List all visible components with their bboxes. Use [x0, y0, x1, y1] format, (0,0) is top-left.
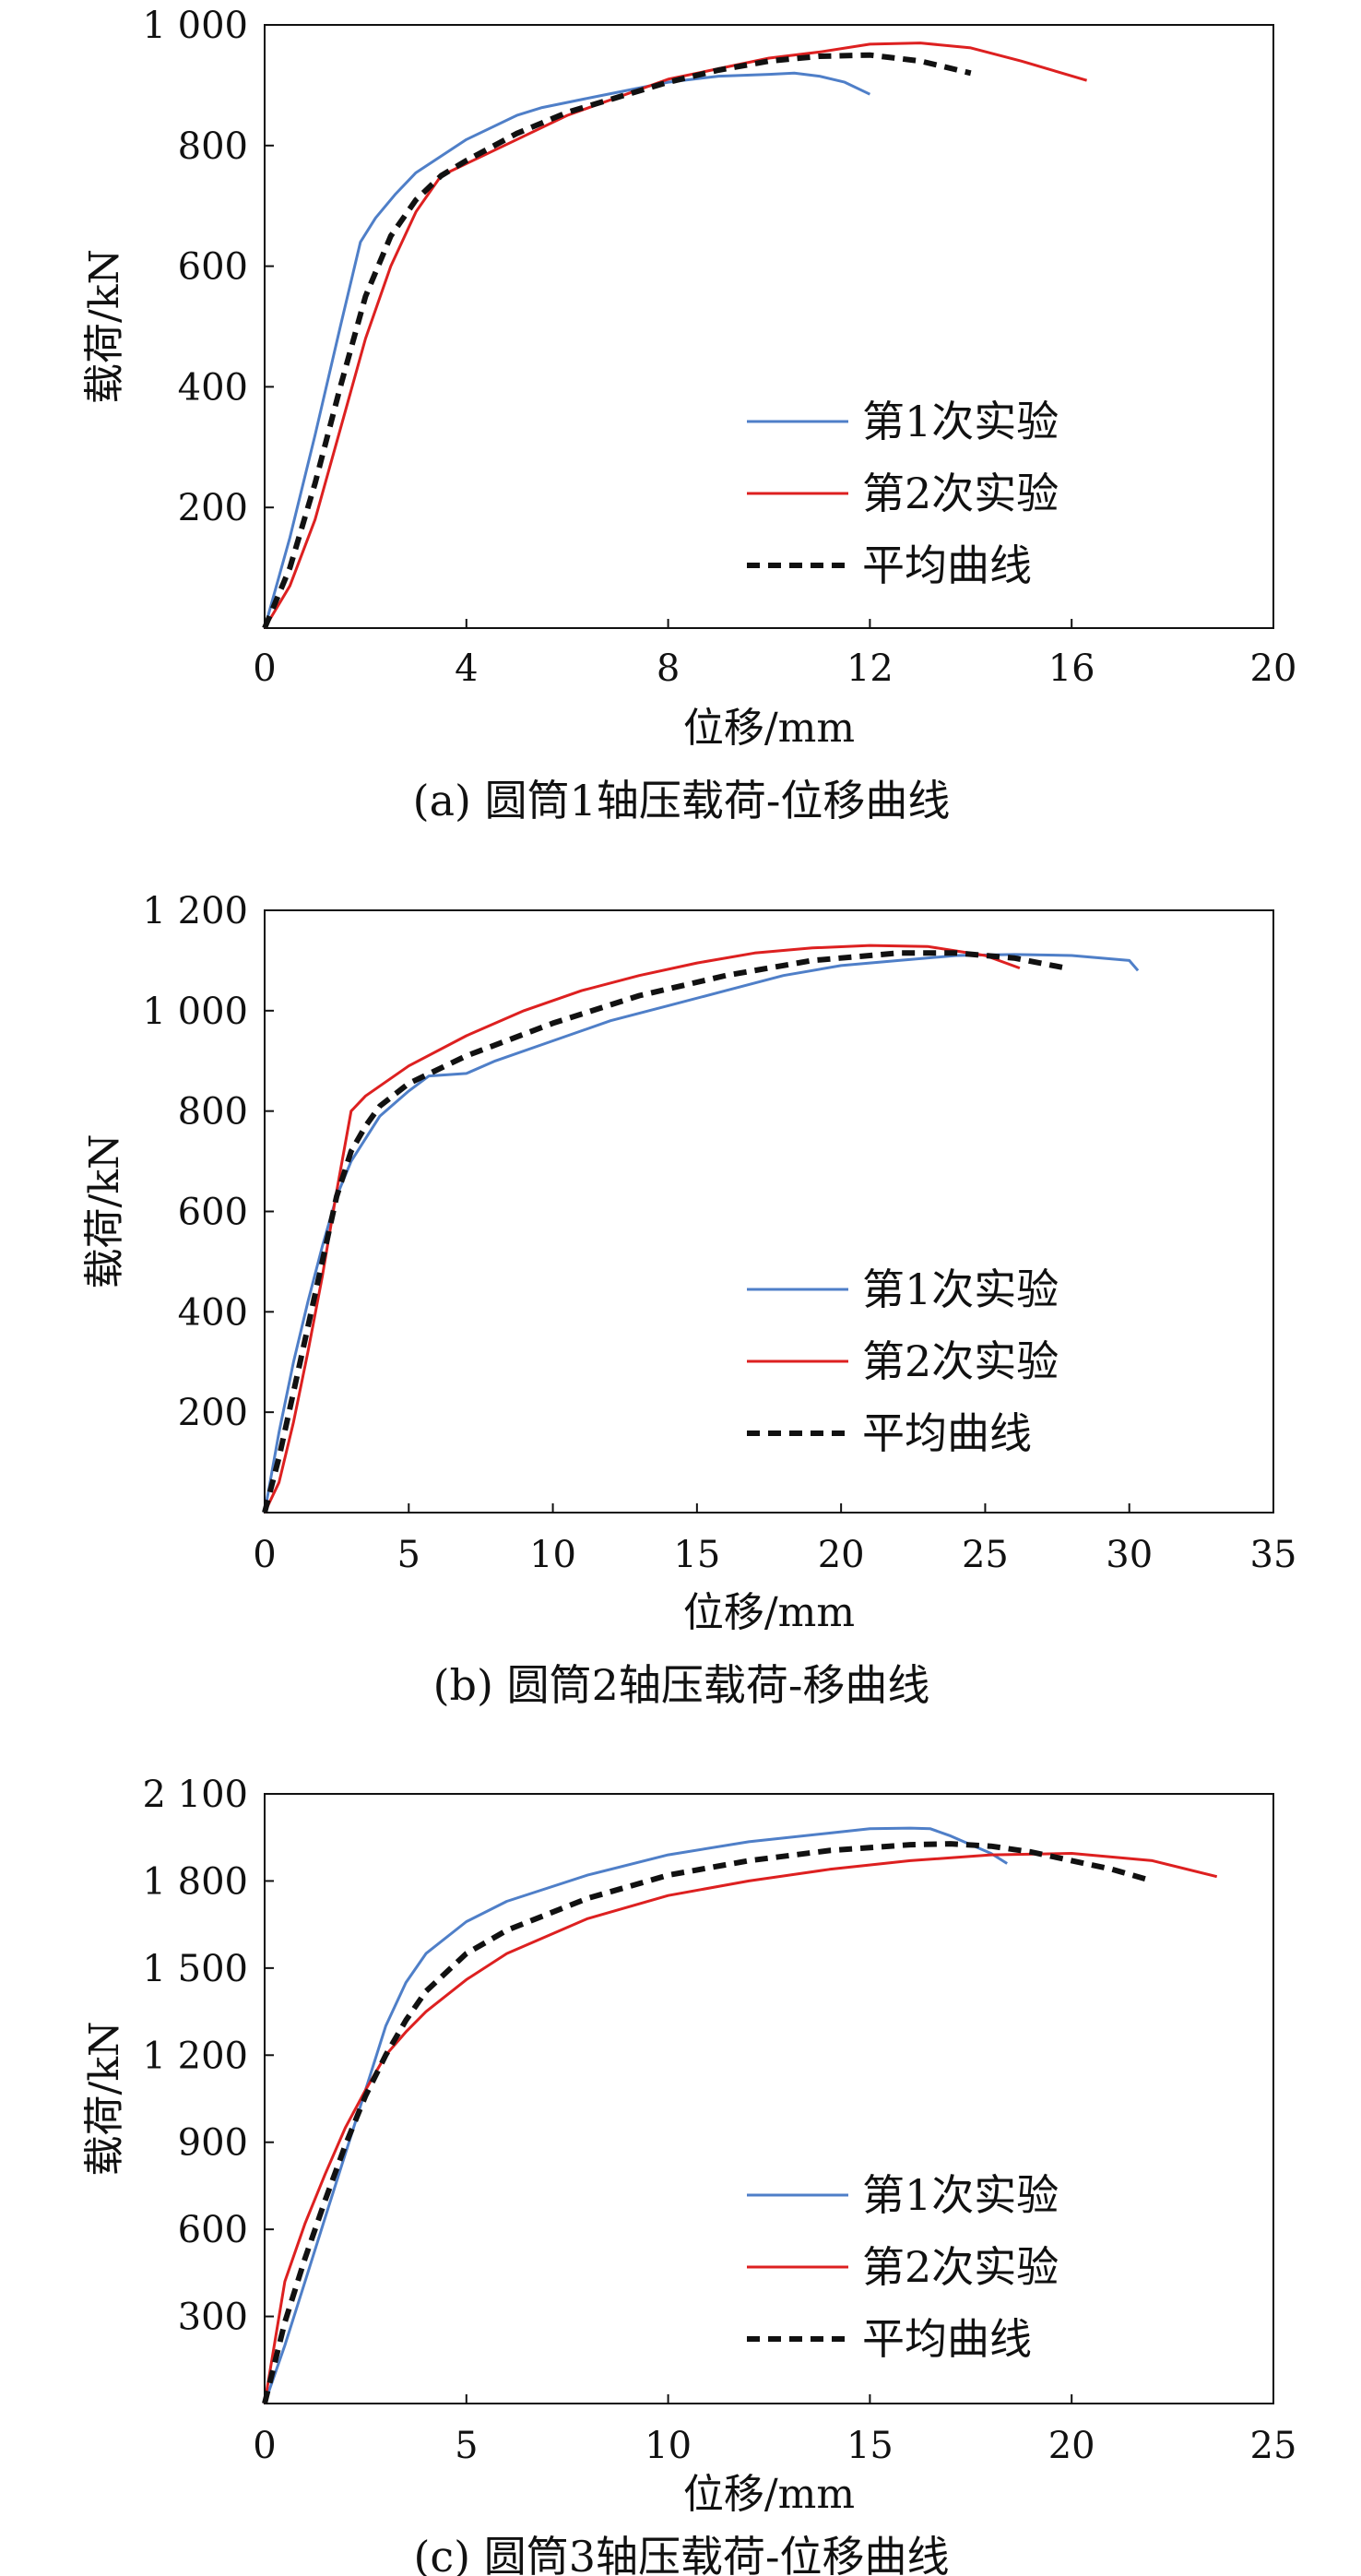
x-axis-label: 位移/mm — [683, 705, 855, 752]
y-tick-label: 600 — [178, 246, 248, 289]
figure-caption: (b) 圆筒2轴压载荷-移曲线 — [433, 1660, 930, 1710]
figure-caption: (a) 圆筒1轴压载荷-位移曲线 — [413, 776, 951, 825]
series-line-3 — [262, 1841, 1154, 2404]
y-axis-label: 载荷/kN — [81, 2022, 128, 2177]
x-tick-label: 25 — [1250, 2425, 1297, 2467]
chart-panel-3: 0 5 10 15 20 25 300 600 900 1 200 1 500 1 800 2 100 位… — [81, 1774, 1296, 2576]
series-line-2 — [263, 944, 1021, 1514]
chart-panel-1: 0 4 8 12 16 20 200 400 600 800 1 000 位移/mm 载荷/kN (a) … — [81, 5, 1296, 825]
plot-frame — [264, 24, 1274, 629]
y-tick-label: 1 800 — [142, 1860, 248, 1903]
chart-panel-2: 0 5 10 15 20 25 30 35 200 400 600 800 1 000 1 200 位移/m… — [81, 890, 1296, 1710]
series-line-2 — [263, 42, 1088, 629]
plot-frame — [264, 1793, 1274, 2404]
x-tick-label: 5 — [455, 2425, 478, 2467]
y-tick-label: 300 — [178, 2297, 248, 2339]
x-tick-label: 0 — [253, 2425, 276, 2467]
x-tick-label: 30 — [1106, 1534, 1153, 1576]
legend-label: 第1次实验 — [862, 397, 1059, 446]
series-line-1 — [263, 71, 871, 629]
x-tick-label: 0 — [253, 647, 276, 690]
series-line-1 — [263, 1826, 1008, 2404]
y-tick-label: 800 — [178, 1091, 248, 1134]
y-tick-label: 2 100 — [142, 1774, 248, 1816]
legend-label: 第1次实验 — [862, 2170, 1059, 2220]
y-tick-label: 400 — [178, 366, 248, 409]
y-tick-label: 1 200 — [142, 890, 248, 932]
x-tick-label: 0 — [253, 1534, 276, 1576]
y-axis-label: 载荷/kN — [81, 1134, 128, 1289]
y-tick-label: 600 — [178, 2209, 248, 2251]
legend-label: 第1次实验 — [862, 1264, 1059, 1314]
x-tick-label: 15 — [673, 1534, 720, 1576]
legend-label: 平均曲线 — [862, 1408, 1032, 1458]
x-tick-label: 5 — [397, 1534, 420, 1576]
y-tick-label: 200 — [178, 1392, 248, 1434]
x-tick-label: 20 — [1048, 2425, 1095, 2467]
legend-label: 平均曲线 — [862, 2314, 1032, 2364]
y-tick-label: 1 200 — [142, 2035, 248, 2077]
series-line-2 — [263, 1852, 1218, 2404]
x-tick-label: 15 — [846, 2425, 894, 2467]
legend-label: 第2次实验 — [862, 469, 1059, 518]
x-tick-label: 10 — [645, 2425, 692, 2467]
x-tick-label: 12 — [846, 647, 894, 690]
y-tick-label: 600 — [178, 1192, 248, 1234]
figure-caption: (c) 圆筒3轴压载荷-位移曲线 — [413, 2532, 949, 2576]
x-axis-label: 位移/mm — [683, 2471, 855, 2518]
legend-label: 平均曲线 — [862, 540, 1032, 590]
x-tick-label: 20 — [818, 1534, 865, 1576]
plot-frame — [264, 909, 1274, 1514]
y-tick-label: 1 000 — [142, 5, 248, 47]
x-tick-label: 25 — [962, 1534, 1009, 1576]
x-axis-label: 位移/mm — [683, 1589, 855, 1636]
y-axis-label: 载荷/kN — [81, 249, 128, 404]
y-tick-label: 400 — [178, 1291, 248, 1334]
y-tick-label: 200 — [178, 487, 248, 529]
x-tick-label: 4 — [455, 647, 478, 690]
x-tick-label: 16 — [1048, 647, 1095, 690]
y-tick-label: 1 000 — [142, 991, 248, 1033]
legend-label: 第2次实验 — [862, 1336, 1059, 1386]
legend-label: 第2次实验 — [862, 2242, 1059, 2292]
x-tick-label: 35 — [1250, 1534, 1297, 1576]
y-tick-label: 1 500 — [142, 1948, 248, 1990]
y-tick-label: 800 — [178, 125, 248, 168]
x-tick-label: 8 — [657, 647, 680, 690]
x-tick-label: 20 — [1250, 647, 1297, 690]
series-line-3 — [262, 52, 972, 630]
x-tick-label: 10 — [529, 1534, 576, 1576]
y-tick-label: 900 — [178, 2122, 248, 2165]
